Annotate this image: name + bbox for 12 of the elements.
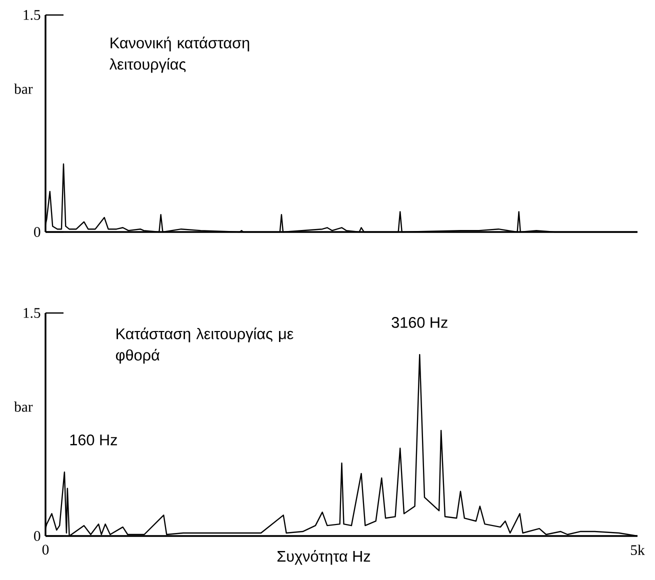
x-tick-label: 5k: [631, 544, 645, 556]
text: Κατάσταση λειτουργίας με φθορά: [116, 328, 294, 364]
annotation: 3160 Hz: [392, 317, 448, 328]
x-axis-title: Συχνότητα Hz: [277, 550, 370, 565]
annotation: 160 Hz: [70, 434, 117, 446]
y-tick-label: 1.5: [24, 308, 40, 318]
y-tick-label: 0: [34, 531, 40, 541]
y-tick-label: 1.5: [24, 10, 40, 20]
y-axis-title: bar: [14, 84, 33, 94]
text: Κανονική κατάσταση λειτουργίας: [110, 36, 250, 73]
y-axis-title: bar: [14, 402, 33, 412]
y-tick-label: 0: [34, 227, 40, 237]
